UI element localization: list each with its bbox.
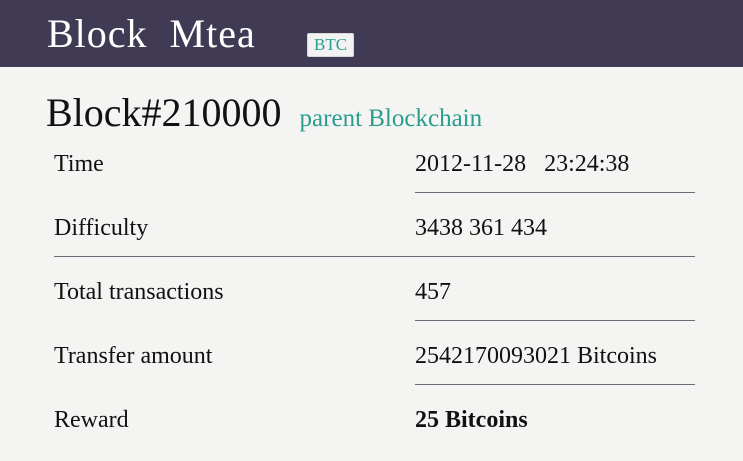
block-details-table: Time 2012-11-28 23:24:38 Difficulty 3438… [54, 138, 695, 458]
time-value: 2012-11-28 23:24:38 [415, 151, 630, 177]
difficulty-value: 3438 361 434 [415, 215, 547, 241]
time-label: Time [54, 151, 104, 177]
block-title: Block#210000 [46, 90, 282, 135]
total-transactions-label: Total transactions [54, 279, 224, 305]
detail-row-total-transactions: Total transactions 457 [54, 266, 695, 330]
total-transactions-value: 457 [415, 279, 451, 305]
detail-row-difficulty: Difficulty 3438 361 434 [54, 202, 695, 266]
transfer-amount-value: 2542170093021 Bitcoins [415, 343, 658, 369]
reward-label: Reward [54, 407, 129, 433]
row-divider [415, 384, 695, 385]
site-brand-title[interactable]: Block Mtea [47, 11, 256, 56]
row-divider [415, 192, 695, 193]
top-header-bar: Block Mtea BTC [0, 0, 743, 67]
transfer-amount-label: Transfer amount [54, 343, 213, 369]
currency-badge[interactable]: BTC [307, 33, 355, 57]
detail-row-transfer-amount: Transfer amount 2542170093021 Bitcoins [54, 330, 695, 394]
detail-row-time: Time 2012-11-28 23:24:38 [54, 138, 695, 202]
difficulty-label: Difficulty [54, 215, 149, 241]
parent-blockchain-link[interactable]: parent Blockchain [299, 105, 483, 132]
block-heading: Block#210000 parent Blockchain [46, 88, 482, 138]
row-divider [54, 256, 695, 257]
detail-row-reward: Reward 25 Bitcoins [54, 394, 695, 458]
reward-value: 25 Bitcoins [415, 407, 528, 433]
row-divider [415, 320, 695, 321]
